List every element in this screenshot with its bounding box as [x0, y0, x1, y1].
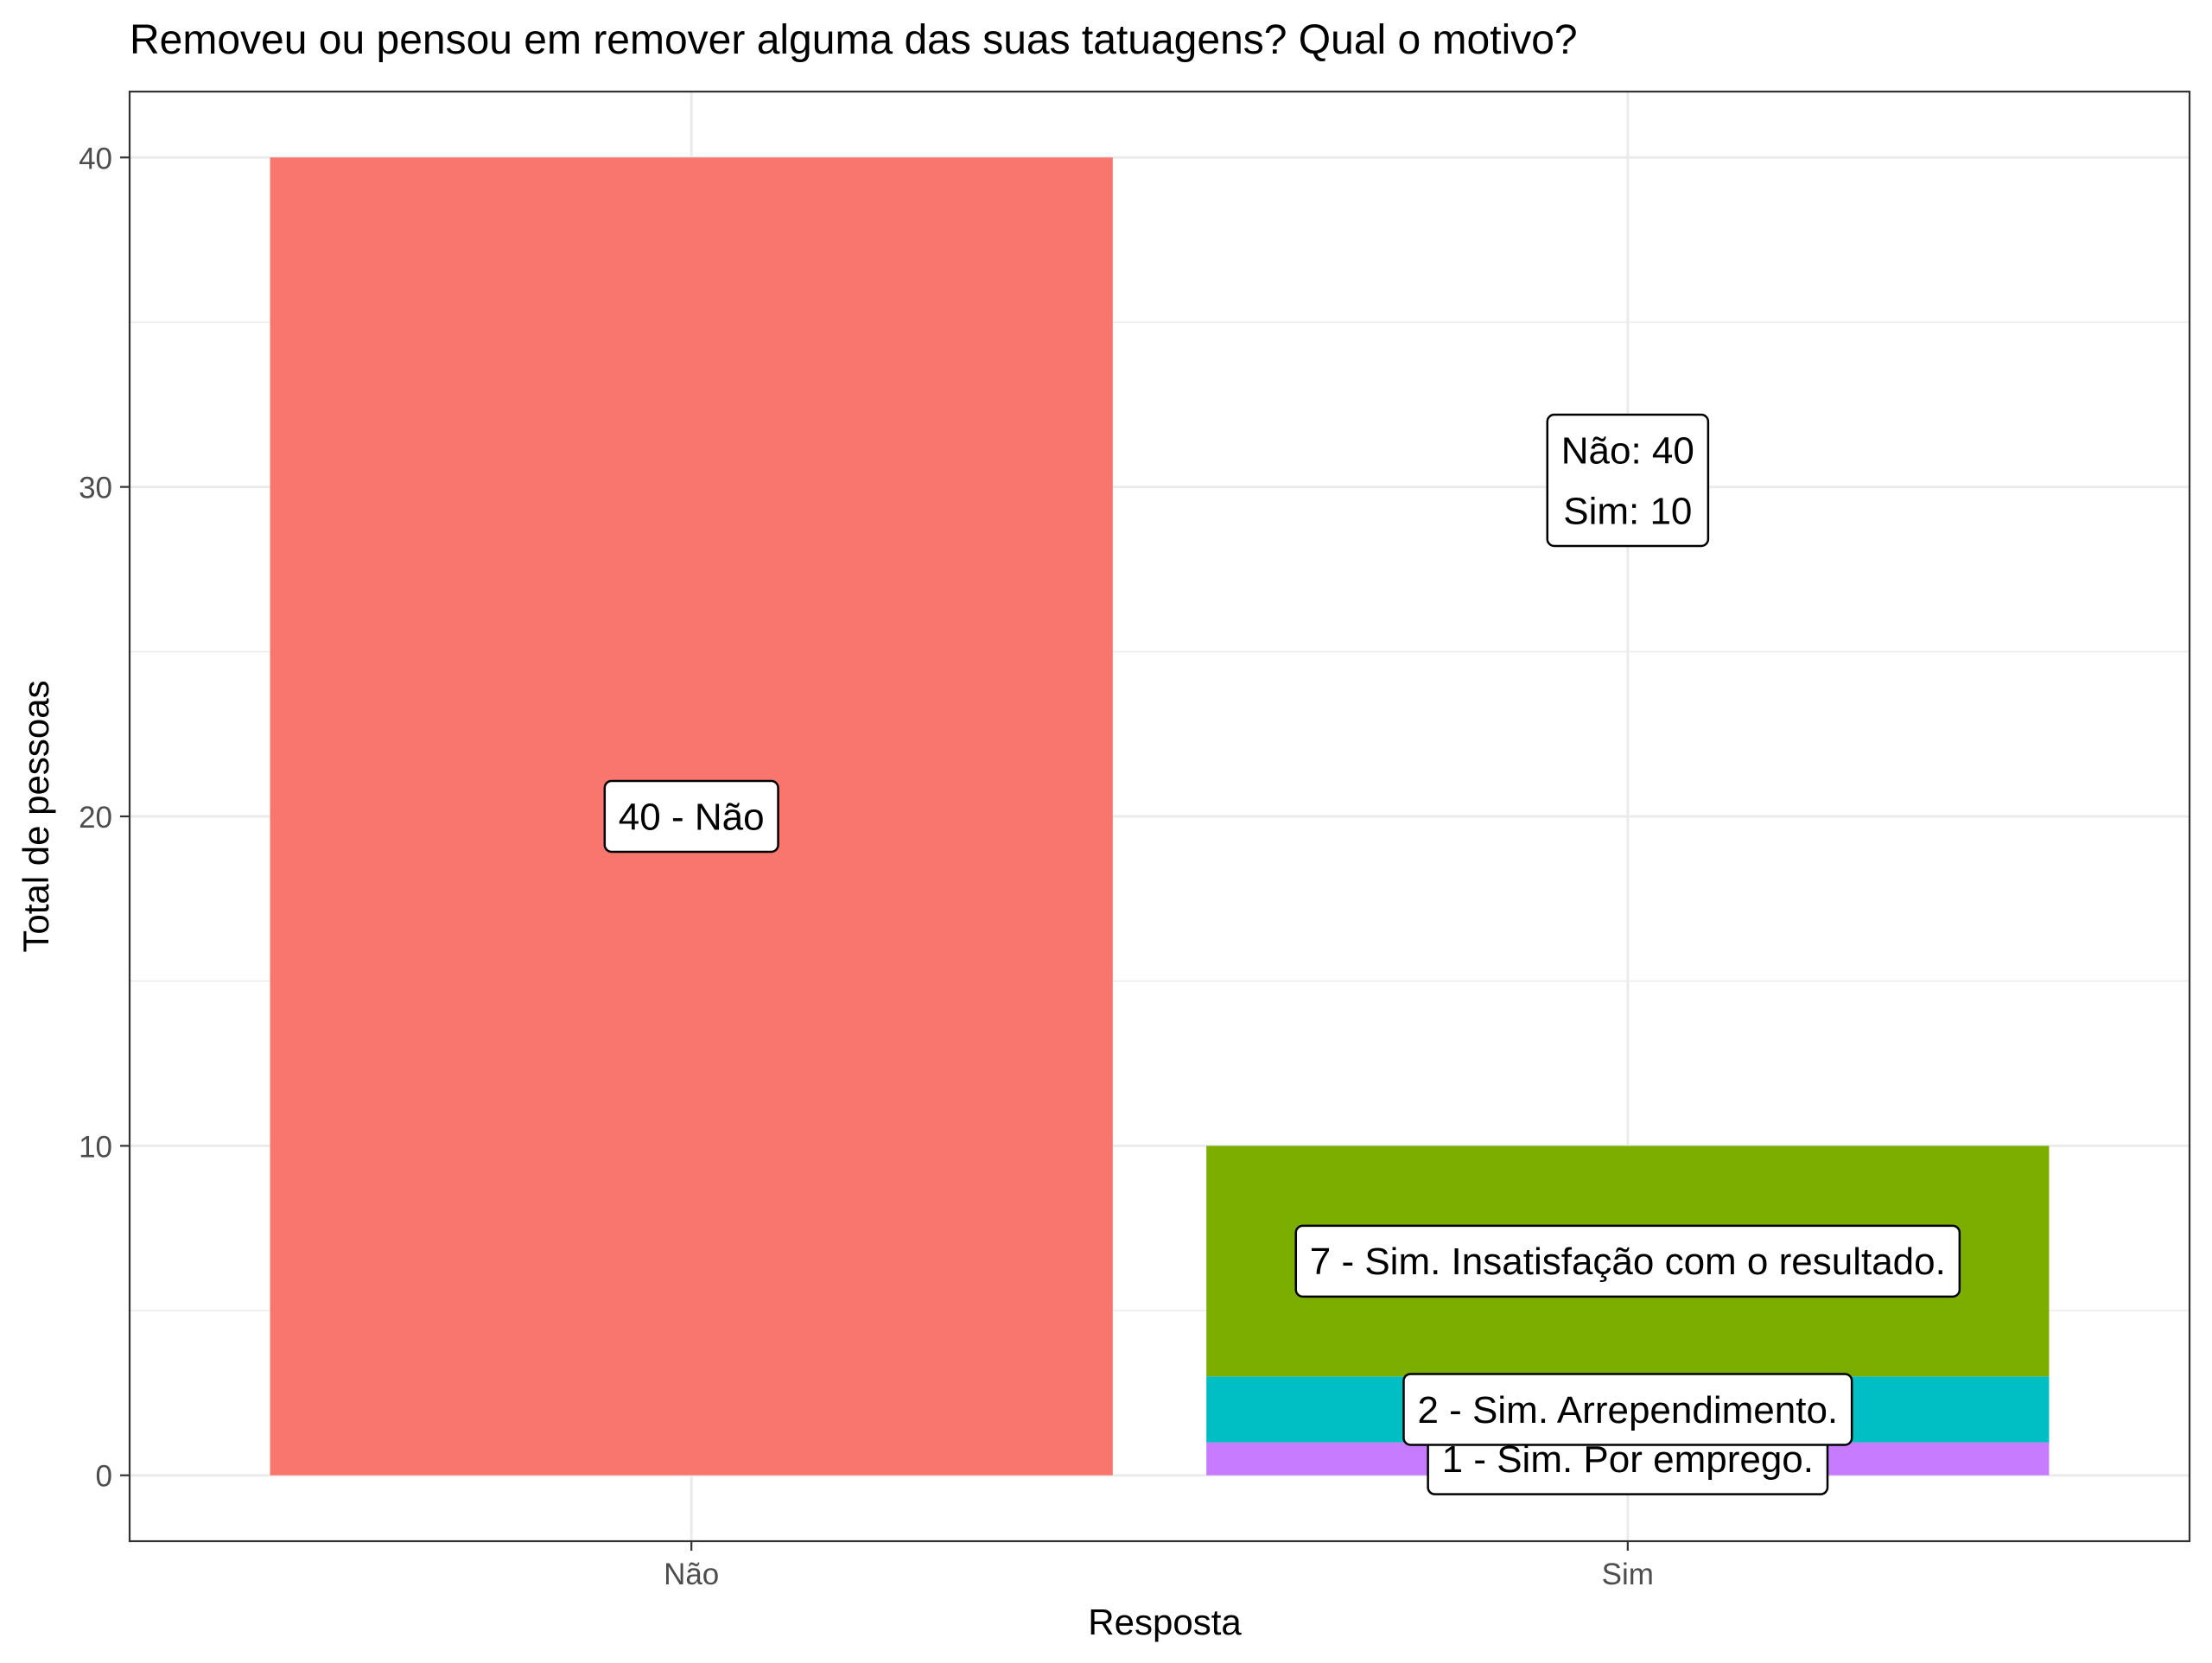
x-axis-label: Resposta: [1088, 1602, 1242, 1642]
y-tick-label: 40: [79, 142, 112, 175]
label-text: Não: 40: [1561, 429, 1694, 472]
label-text: 7 - Sim. Insatisfação com o resultado.: [1310, 1241, 1946, 1283]
label-text: 40 - Não: [619, 796, 765, 838]
y-tick-label: 20: [79, 801, 112, 835]
label-box: [603, 779, 779, 854]
label-text: 2 - Sim. Arrependimento.: [1417, 1389, 1838, 1431]
label-box: [1294, 1224, 1961, 1298]
data-label: 7 - Sim. Insatisfação com o resultado.: [1294, 1224, 1961, 1298]
y-axis-label: Total de pessoas: [16, 680, 56, 952]
label-text: Sim: 10: [1563, 490, 1692, 532]
x-tick-label: Sim: [1602, 1558, 1654, 1591]
totals-annotation: Não: 40 Sim: 10: [1546, 413, 1710, 548]
y-tick-label: 0: [96, 1460, 112, 1494]
x-tick-label: Não: [664, 1558, 719, 1591]
label-box: [1402, 1373, 1853, 1446]
y-tick-label: 30: [79, 472, 112, 505]
data-label: 40 - Não: [603, 779, 779, 854]
label-box: [1546, 413, 1710, 548]
chart-title: Removeu ou pensou em remover alguma das …: [130, 17, 1578, 63]
y-tick-label: 10: [79, 1130, 112, 1164]
data-label: 2 - Sim. Arrependimento.: [1402, 1373, 1853, 1446]
